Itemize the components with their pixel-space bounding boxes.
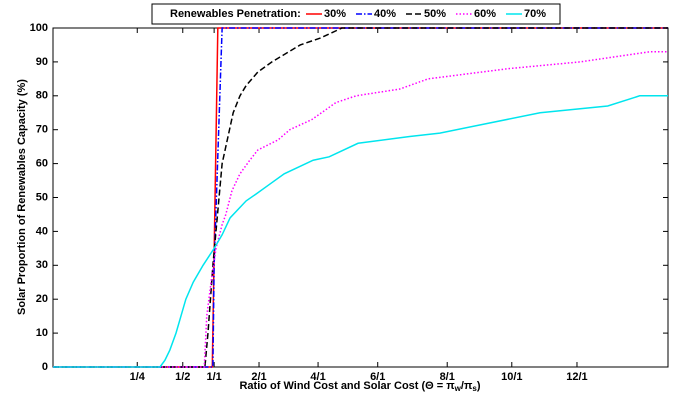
y-axis-label: Solar Proportion of Renewables Capacity … xyxy=(16,79,28,315)
x-tick-label: 1/2 xyxy=(175,371,190,383)
x-label-part: /π xyxy=(461,380,473,392)
y-tick-label: 60 xyxy=(36,158,48,170)
x-tick-label: 1/4 xyxy=(130,371,146,383)
y-tick-label: 90 xyxy=(36,56,48,68)
series-line xyxy=(53,27,668,368)
legend-label: 40% xyxy=(374,8,396,20)
legend-label: 50% xyxy=(424,8,446,20)
series-line xyxy=(53,27,668,368)
y-tick-label: 50 xyxy=(36,191,48,203)
series-line xyxy=(53,27,668,368)
x-label-part: w xyxy=(454,384,462,393)
x-tick-label: 1/1 xyxy=(206,371,221,383)
x-tick-label: 6/1 xyxy=(370,371,385,383)
x-tick-label: 2/1 xyxy=(251,371,266,383)
y-tick-label: 0 xyxy=(42,361,48,373)
y-tick-label: 10 xyxy=(36,327,48,339)
x-label-part: Ratio of Wind Cost and Solar Cost (Θ = π xyxy=(239,380,455,392)
legend-title: Renewables Penetration: xyxy=(170,8,301,20)
legend-label: 30% xyxy=(324,8,346,20)
y-tick-label: 40 xyxy=(36,225,48,237)
x-tick-label: 12/1 xyxy=(566,371,587,383)
y-tick-label: 70 xyxy=(36,124,48,136)
legend-label: 70% xyxy=(524,8,546,20)
x-tick-label: 8/1 xyxy=(440,371,455,383)
x-label-part: ) xyxy=(477,380,481,392)
y-tick-label: 100 xyxy=(30,22,48,34)
x-label-part: s xyxy=(472,384,477,393)
y-tick-label: 30 xyxy=(36,259,48,271)
y-tick-label: 20 xyxy=(36,293,48,305)
x-tick-label: 4/1 xyxy=(310,371,325,383)
x-tick-label: 10/1 xyxy=(501,371,522,383)
series-line xyxy=(53,95,668,368)
x-axis-label: Ratio of Wind Cost and Solar Cost (Θ = π… xyxy=(239,380,480,393)
plot-frame xyxy=(52,27,669,368)
legend-label: 60% xyxy=(474,8,496,20)
y-tick-label: 80 xyxy=(36,90,48,102)
series-line xyxy=(53,50,668,368)
